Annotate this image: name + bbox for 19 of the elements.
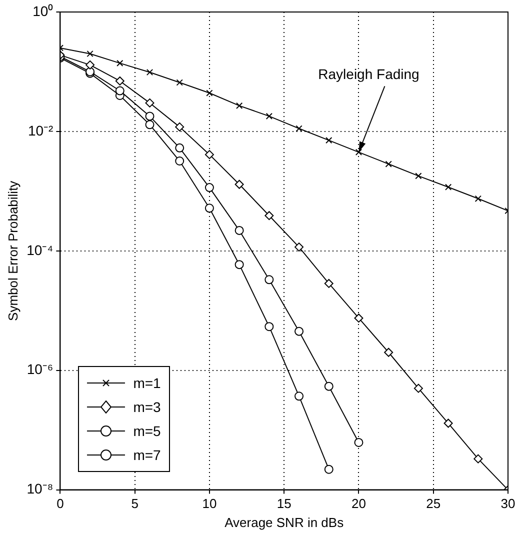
- x-tick-label: 10: [202, 496, 217, 512]
- y-tick-label: 10⁻⁸: [26, 480, 54, 497]
- y-tick-label: 10⁻²: [28, 122, 54, 138]
- x-tick-label: 20: [351, 496, 366, 512]
- y-tick-label: 10⁰: [32, 2, 54, 19]
- x-tick-label: 0: [56, 496, 64, 512]
- legend-label: m=5: [133, 422, 161, 439]
- y-axis-title: Symbol Error Probability: [5, 180, 20, 321]
- x-tick-label: 30: [500, 496, 516, 512]
- y-tick-label: 10⁻⁴: [26, 242, 54, 258]
- annotation: Rayleigh Fading: [318, 66, 420, 82]
- x-tick-label: 5: [131, 496, 138, 512]
- x-tick-label: 25: [426, 496, 441, 512]
- x-axis-title: Average SNR in dBs: [224, 514, 344, 530]
- x-tick-label: 15: [276, 496, 292, 512]
- legend-label: m=7: [133, 446, 161, 463]
- legend-label: m=3: [133, 398, 161, 415]
- legend-label: m=1: [133, 374, 161, 391]
- y-tick-label: 10⁻⁶: [26, 361, 54, 378]
